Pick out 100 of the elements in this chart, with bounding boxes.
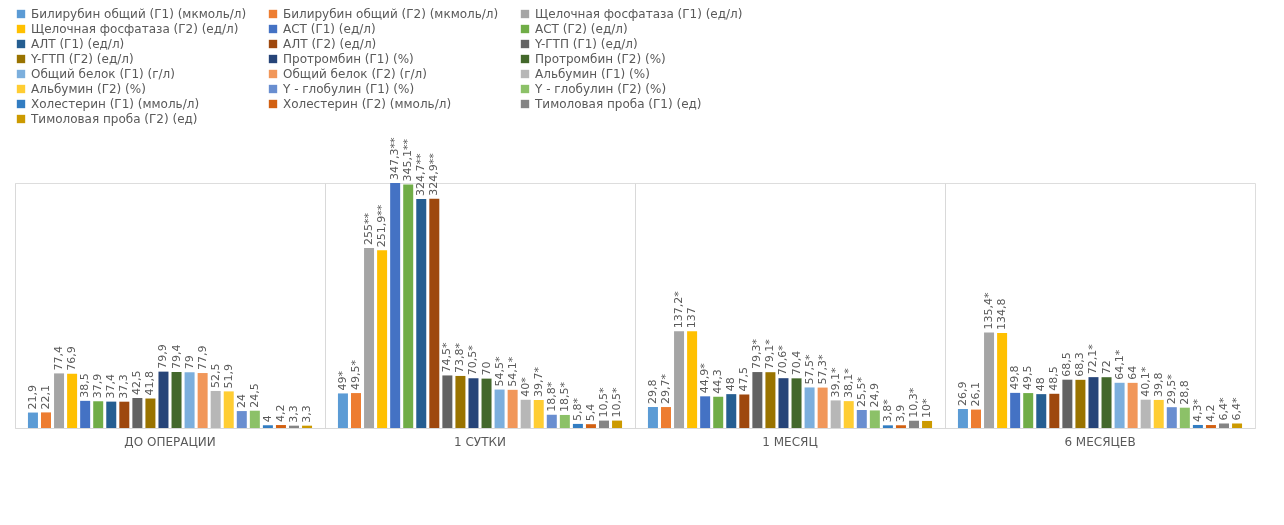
data-label: 37,9: [91, 373, 105, 399]
data-label: 137: [685, 307, 699, 329]
data-label: 47,5: [737, 366, 751, 392]
data-label: 26,1: [969, 382, 982, 407]
data-label: 5,4: [583, 403, 597, 422]
data-label: 70: [479, 361, 493, 376]
bar: [351, 393, 361, 428]
bar: [377, 250, 388, 428]
data-label: 64,1*: [1112, 349, 1126, 380]
data-label: 6,4*: [1230, 396, 1244, 421]
bar: [546, 414, 557, 428]
data-label: 70,6*: [776, 344, 790, 376]
legend-label: Y-ГТП (Г2) (ед/л): [30, 52, 134, 66]
bar: [442, 375, 453, 428]
data-label: 28,8: [1177, 380, 1191, 405]
data-label: 48: [1034, 377, 1048, 392]
bar: [726, 394, 737, 428]
bar: [145, 398, 156, 428]
data-label: 54,1*: [505, 356, 519, 387]
data-label: 42,5: [130, 370, 144, 396]
data-label: 24,9: [867, 382, 881, 408]
data-label: 68,5: [1060, 352, 1074, 377]
bar: [416, 198, 427, 428]
data-label: 25,5*: [854, 376, 868, 408]
data-label: 4: [260, 415, 274, 423]
bar: [275, 425, 286, 428]
bar: [1166, 407, 1177, 428]
bar: [752, 372, 763, 428]
bar: [922, 420, 933, 428]
bar: [739, 394, 750, 428]
data-label: 4,2: [273, 404, 287, 423]
bar: [895, 425, 906, 428]
data-label: 324,9**: [427, 152, 441, 196]
legend-label: Общий белок (Г1) (г/л): [31, 67, 175, 81]
legend-label: Y - глобулин (Г2) (%): [534, 82, 667, 96]
data-label: 39,8: [1151, 372, 1165, 397]
legend-label: АСТ (Г2) (ед/л): [535, 22, 628, 36]
bar: [674, 331, 685, 428]
data-label: 77,9: [195, 345, 209, 371]
data-label: 10,3*: [907, 387, 920, 418]
legend-label: Билирубин общий (Г2) (мкмоль/л): [283, 7, 499, 21]
bar: [236, 411, 247, 428]
data-label: 24,5: [247, 383, 261, 408]
bar: [520, 399, 531, 428]
bar: [817, 387, 828, 428]
data-label: 18,5*: [557, 381, 571, 412]
data-label: 49,8: [1008, 365, 1022, 390]
data-label: 137,2*: [672, 290, 686, 329]
data-label: 3,9: [893, 404, 907, 423]
bar: [184, 372, 195, 428]
data-label: 40*: [518, 376, 532, 397]
data-label: 77,4: [52, 345, 66, 371]
bar: [481, 378, 492, 428]
x-tick-label: ДО ОПЕРАЦИИ: [124, 434, 216, 449]
data-label: 52,5: [208, 363, 222, 388]
data-label: 41,8: [143, 371, 157, 396]
legend-label: Протромбин (Г1) (%): [283, 52, 414, 66]
data-label: 57,5*: [802, 353, 816, 385]
data-label: 38,1*: [841, 367, 855, 399]
data-label: 134,8: [995, 298, 1009, 330]
bar: [223, 391, 234, 428]
bar: [337, 393, 348, 428]
data-label: 135,4*: [982, 291, 996, 330]
bar: [132, 398, 143, 428]
legend-label: Протромбин (Г2) (%): [535, 52, 666, 66]
data-label: 4,3*: [1190, 398, 1204, 422]
bar: [507, 389, 518, 428]
bar: [1101, 377, 1112, 428]
legend-label: Тимоловая проба (Г1) (ед): [534, 97, 702, 111]
data-label: 70,4: [789, 350, 803, 376]
data-label: 251,9**: [375, 204, 389, 248]
data-label: 347,3**: [388, 137, 402, 180]
data-label: 4,2: [1203, 404, 1217, 423]
data-label: 79,4: [169, 344, 183, 369]
bar: [687, 331, 698, 428]
data-label: 24: [234, 394, 248, 409]
bar: [1023, 393, 1034, 428]
data-label: 39,7*: [531, 366, 545, 397]
bar: [158, 371, 169, 428]
legend-label: Билирубин общий (Г1) (мкмоль/л): [31, 7, 247, 21]
bar: [262, 425, 273, 428]
bar: [210, 390, 221, 428]
legend-label: АЛТ (Г2) (ед/л): [283, 37, 377, 51]
legend-label: Холестерин (Г1) (ммоль/л): [31, 97, 200, 111]
bar: [713, 396, 724, 428]
data-label: 48,5: [1047, 366, 1061, 391]
bar: [778, 378, 789, 428]
x-tick-label: 1 МЕСЯЦ: [762, 434, 818, 449]
bar: [997, 332, 1008, 428]
legend-label: Тимоловая проба (Г2) (ед): [30, 112, 198, 126]
bar: [171, 371, 182, 428]
data-label: 64: [1125, 365, 1139, 380]
data-label: 72: [1099, 360, 1113, 375]
data-label: 345,1**: [401, 138, 415, 182]
bar: [468, 378, 479, 428]
data-label: 48: [724, 377, 738, 392]
bar: [80, 400, 91, 428]
data-label: 39,1*: [828, 366, 842, 398]
data-label: 57,3*: [815, 354, 829, 385]
bar: [27, 412, 38, 428]
